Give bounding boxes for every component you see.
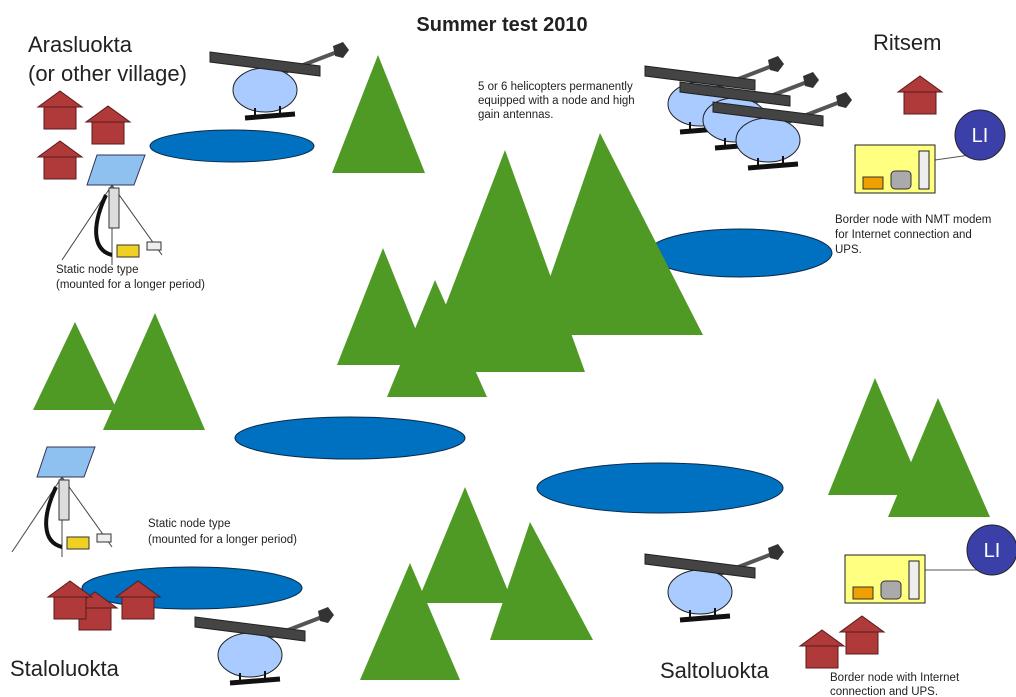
note: Static node type [148,518,230,530]
heli-tailrotor [768,56,784,72]
house-roof [896,75,944,93]
antenna [918,150,930,190]
house-roof [838,615,886,633]
lake [149,129,315,163]
heli-rotor [209,51,321,77]
cable [94,194,113,257]
heli-body [217,632,283,678]
li-group: LI LI [954,109,1016,576]
heli-tailrotor [768,544,784,560]
note: UPS. [835,244,862,256]
heli-rotor [644,65,756,91]
heli-rotor [194,616,306,642]
house-body [43,106,77,130]
house-body [805,645,839,669]
antenna [908,560,920,600]
heli-body [232,67,298,113]
tree [103,313,205,430]
heli-tailrotor [836,92,852,108]
tree [888,398,990,517]
place-label: Arasluokta [28,32,133,57]
cable [44,486,63,549]
tree [337,248,430,365]
house-roof [36,90,84,108]
solar-panel [36,446,96,478]
solar-panel [86,154,146,186]
note: for Internet connection and [835,229,972,241]
lake [234,416,466,460]
heli-skid [244,111,296,121]
heli-body [735,117,801,163]
box [116,244,140,258]
note: connection and UPS. [830,686,938,697]
house-body [43,156,77,180]
heli-rotor [644,553,756,579]
place-label: Saltoluokta [660,658,770,683]
heli-tailrotor [333,42,349,58]
battery [862,176,884,190]
li-circle [966,524,1016,576]
heli-skid [229,676,281,686]
heli-skid [747,161,799,171]
modem [880,580,902,600]
note: 5 or 6 helicopters permanently [478,81,633,93]
antenna [108,187,120,229]
heli-tailrotor [803,72,819,88]
tree [387,280,487,397]
heli-skid [679,613,731,623]
note: Border node with NMT modem [835,214,991,226]
note: (mounted for a longer period) [56,279,205,291]
title: Summer test 2010 [416,14,587,36]
note: Border node with Internet [830,672,960,684]
tree [828,378,925,495]
box [66,536,90,550]
note: (mounted for a longer period) [148,534,297,546]
antenna [58,479,70,521]
tree [490,522,593,640]
li-circle [954,109,1006,161]
tree [33,322,117,410]
house-roof [798,629,846,647]
laptop [146,241,162,251]
note: Static node type [56,264,138,276]
house-body [121,596,155,620]
tree [332,55,425,173]
note: equipped with a node and high [478,95,635,107]
tree [360,563,460,680]
cable [934,154,971,161]
lake [647,228,833,278]
li-label: LI [984,540,1001,562]
house-body [903,91,937,115]
tree [530,133,703,335]
heli-tailrotor [318,607,334,623]
lake [81,566,303,610]
note: gain antennas. [478,109,553,121]
heli-body [667,569,733,615]
house-roof [84,105,132,123]
tree [417,487,513,603]
li-label: LI [972,125,989,147]
house-body [845,631,879,655]
place-label: (or other village) [28,61,187,86]
laptop [96,533,112,543]
battery [852,586,874,600]
heli-rotor [679,81,791,107]
scenery [11,42,990,686]
tree [420,150,585,372]
house-roof [36,140,84,158]
place-label: Staloluokta [10,656,120,681]
house-body [91,121,125,145]
modem [890,170,912,190]
place-label: Ritsem [873,30,941,55]
lake [536,462,784,514]
house-body [53,596,87,620]
heli-rotor [712,101,824,127]
